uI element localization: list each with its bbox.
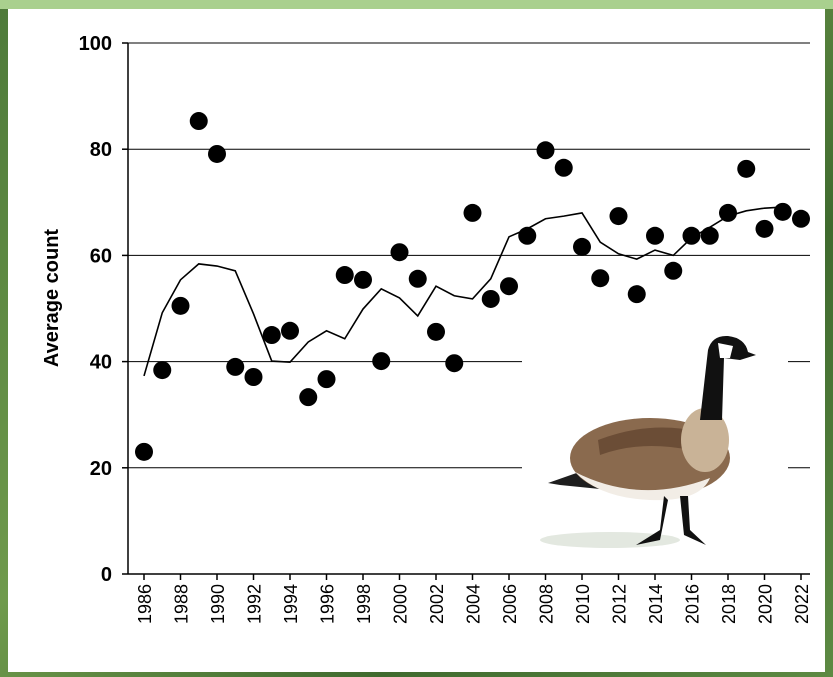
- x-tick-label: 1986: [135, 584, 155, 624]
- y-tick-label: 100: [79, 33, 112, 55]
- data-point: [299, 388, 318, 407]
- data-point: [755, 219, 774, 238]
- x-tick-label: 2014: [646, 584, 666, 624]
- data-point: [445, 354, 464, 373]
- data-point: [773, 202, 792, 221]
- x-tick-label: 2010: [573, 584, 593, 624]
- x-tick-label: 2002: [427, 584, 447, 624]
- data-point: [317, 370, 336, 389]
- data-point: [573, 237, 591, 256]
- data-point: [262, 326, 281, 345]
- data-point: [719, 203, 737, 222]
- data-point: [372, 352, 391, 371]
- top-strip: [0, 0, 833, 9]
- x-tick-label: 2020: [756, 584, 776, 624]
- x-tick-label: 2022: [792, 584, 812, 624]
- y-tick-label: 40: [90, 352, 112, 374]
- data-point: [646, 226, 664, 245]
- x-tick-label: 2004: [464, 584, 484, 624]
- data-point: [244, 367, 263, 386]
- x-tick-label: 2000: [391, 584, 411, 624]
- y-axis-label: Average count: [41, 229, 63, 368]
- data-point: [792, 209, 810, 228]
- data-point: [682, 226, 701, 245]
- y-tick-label: 20: [90, 458, 112, 480]
- data-point: [536, 141, 555, 160]
- data-point: [500, 277, 518, 296]
- data-point: [335, 266, 354, 285]
- x-tick-label: 1996: [318, 584, 338, 624]
- data-point: [627, 285, 646, 304]
- data-point: [408, 269, 427, 288]
- x-tick-label: 1988: [172, 584, 192, 624]
- data-point: [354, 270, 372, 289]
- data-point: [554, 158, 573, 177]
- trend-line: [143, 206, 783, 377]
- data-point: [153, 361, 172, 380]
- x-tick-label: 2016: [683, 584, 703, 624]
- x-tick-label: 2012: [610, 584, 630, 624]
- data-point: [390, 243, 409, 262]
- x-tick-label: 1994: [281, 584, 301, 624]
- data-point: [226, 357, 245, 376]
- data-point: [427, 322, 445, 341]
- y-tick-label: 80: [90, 139, 112, 161]
- data-point: [591, 269, 610, 288]
- data-point: [135, 442, 153, 461]
- x-tick-label: 1992: [245, 584, 265, 624]
- x-tick-label: 2018: [719, 584, 739, 624]
- goose-illustration: [540, 335, 756, 548]
- data-point: [737, 159, 756, 178]
- x-tick-label: 1990: [208, 584, 228, 624]
- x-tick-label: 1998: [354, 584, 374, 624]
- x-tick-label: 2008: [537, 584, 557, 624]
- data-point: [281, 321, 299, 340]
- y-tick-label: 0: [101, 564, 112, 586]
- y-tick-label: 60: [90, 245, 112, 267]
- data-point: [481, 289, 500, 308]
- data-point: [700, 226, 719, 245]
- data-point: [664, 261, 683, 280]
- data-point: [609, 207, 628, 226]
- x-tick-label: 2006: [500, 584, 520, 624]
- data-point: [171, 296, 190, 315]
- data-point: [463, 203, 482, 222]
- data-point: [208, 144, 226, 163]
- data-point: [189, 112, 208, 131]
